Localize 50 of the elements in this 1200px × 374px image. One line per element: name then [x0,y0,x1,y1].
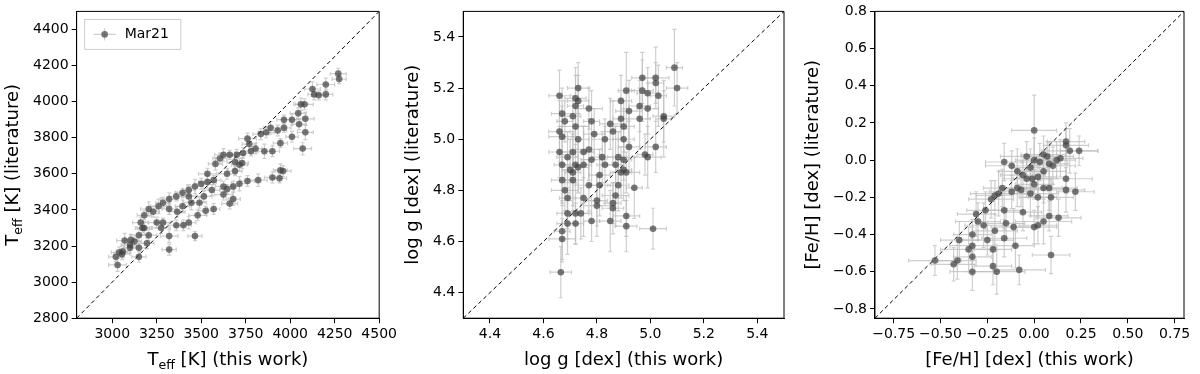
y-tick-label: 0.6 [844,39,868,56]
x-tick-label: 0.50 [1112,325,1144,342]
y-axis-title: [Fe/H] [dex] (literature) [800,60,822,270]
y-tick-label: 3200 [32,236,69,253]
x-tick-label: 4250 [316,325,353,342]
y-tick-label: 0.0 [844,150,867,167]
y-tick-label: −0.6 [833,262,868,279]
x-tick-label: −0.75 [872,325,916,342]
y-tick-label: 0.8 [844,2,867,19]
y-tick-label: 3000 [32,272,69,289]
x-tick-label: 3500 [183,325,220,342]
y-tick-label: 4200 [32,56,69,73]
y-tick-label: 5.2 [433,78,456,95]
y-tick-label: 4.6 [433,232,456,249]
y-tick-label: 2800 [32,308,69,325]
x-tick-label: 4000 [272,325,309,342]
x-tick-label: 0.00 [1018,325,1050,342]
x-tick-label: −0.25 [965,325,1009,342]
x-tick-label: −0.50 [919,325,962,342]
y-tick-label: 5.0 [433,129,456,146]
x-tick-label: 0.25 [1065,325,1097,342]
y-tick-label: −0.4 [833,225,868,242]
x-tick-label: 4500 [361,325,398,342]
y-tick-label: 3400 [32,200,69,217]
x-tick-label: 5.2 [692,325,715,342]
x-axis-title: log g [dex] (this work) [524,347,724,369]
x-axis-title: [Fe/H] [dex] (this work) [925,347,1134,369]
x-tick-label: 0.75 [1159,325,1191,342]
y-axis-title: Teff [K] (literature) [0,83,25,247]
y-axis-title: log g [dex] (literature) [400,64,422,265]
y-tick-label: 4.8 [433,181,456,198]
y-tick-label: 0.2 [844,113,867,130]
x-tick-label: 3000 [94,325,131,342]
y-tick-label: 3600 [32,164,69,181]
x-tick-label: 3750 [227,325,264,342]
y-tick-label: 4.4 [433,283,456,300]
y-tick-label: 5.4 [433,27,456,44]
x-tick-label: 4.8 [585,325,609,342]
y-tick-label: 3800 [32,128,69,145]
x-tick-label: 5.0 [639,325,662,342]
y-tick-label: −0.8 [833,299,867,316]
y-tick-label: 4400 [32,20,69,37]
legend-label: Mar21 [124,25,169,42]
x-tick-label: 3250 [138,325,175,342]
x-tick-label: 4.4 [478,325,502,342]
x-tick-label: 5.4 [746,325,769,342]
x-tick-label: 4.6 [532,325,555,342]
y-tick-label: 4000 [32,92,69,109]
y-tick-label: −0.2 [833,187,867,204]
y-tick-label: 0.4 [844,76,868,93]
